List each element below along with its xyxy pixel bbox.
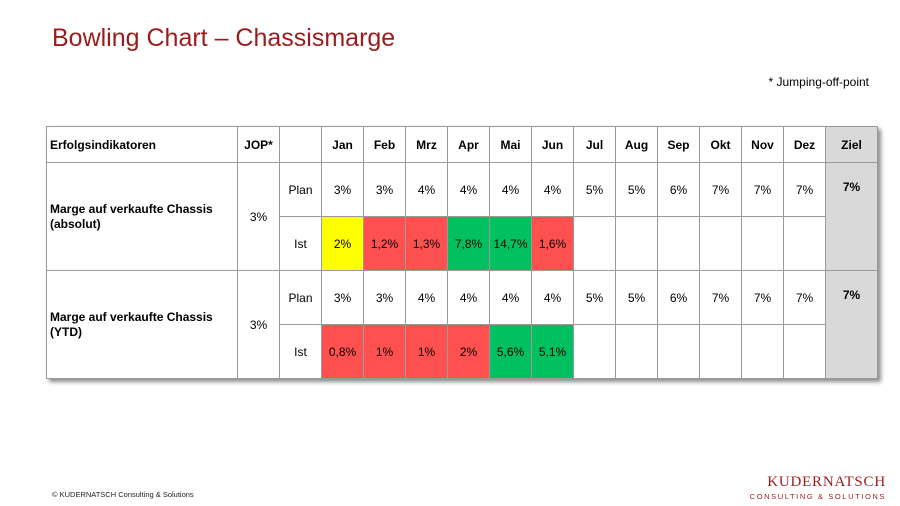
- ist-cell-mai: 14,7%: [489, 216, 532, 271]
- ist-cell-jun: 5,1%: [531, 324, 574, 379]
- indicator-name: Marge auf verkaufte Chassis (absolut): [46, 162, 238, 271]
- plan-cell-apr: 4%: [447, 270, 490, 325]
- header-month-mai: Mai: [489, 126, 532, 163]
- company-logo: KUDERNATSCH CONSULTING & SOLUTIONS: [750, 474, 886, 501]
- plan-cell-jul: 5%: [573, 270, 616, 325]
- table-header-row: Erfolgsindikatoren JOP* Jan Feb Mrz Apr Mai J…: [46, 126, 878, 163]
- page-title: Bowling Chart – Chassismarge: [52, 24, 396, 52]
- plan-cell-nov: 7%: [741, 270, 784, 325]
- header-month-aug: Aug: [615, 126, 658, 163]
- ist-cell-aug: [615, 324, 658, 379]
- goal-value: 7%: [825, 162, 878, 271]
- row-label-ist: Ist: [279, 324, 322, 379]
- plan-cell-okt: 7%: [699, 270, 742, 325]
- plan-cell-dez: 7%: [783, 270, 826, 325]
- plan-cell-okt: 7%: [699, 162, 742, 217]
- plan-cell-feb: 3%: [363, 162, 406, 217]
- row-label-ist: Ist: [279, 216, 322, 271]
- plan-cell-feb: 3%: [363, 270, 406, 325]
- ist-cell-nov: [741, 216, 784, 271]
- plan-cell-jul: 5%: [573, 162, 616, 217]
- ist-cell-jan: 2%: [321, 216, 364, 271]
- ist-cell-mai: 5,6%: [489, 324, 532, 379]
- ist-cell-jun: 1,6%: [531, 216, 574, 271]
- header-month-apr: Apr: [447, 126, 490, 163]
- copyright-footer: © KUDERNATSCH Consulting & Solutions: [52, 490, 194, 499]
- table-row-plan: Marge auf verkaufte Chassis (YTD) 3% Plan 3…: [46, 270, 878, 379]
- bowling-chart-table: Erfolgsindikatoren JOP* Jan Feb Mrz Apr Mai J…: [46, 126, 878, 379]
- plan-cell-sep: 6%: [657, 162, 700, 217]
- ist-cell-jan: 0,8%: [321, 324, 364, 379]
- jop-value: 3%: [237, 162, 280, 271]
- header-row-type: [279, 126, 322, 163]
- plan-cell-aug: 5%: [615, 162, 658, 217]
- table-body: Marge auf verkaufte Chassis (absolut) 3% P…: [46, 162, 878, 379]
- ist-cell-feb: 1%: [363, 324, 406, 379]
- header-month-feb: Feb: [363, 126, 406, 163]
- plan-cell-mrz: 4%: [405, 270, 448, 325]
- plan-cell-apr: 4%: [447, 162, 490, 217]
- jop-value: 3%: [237, 270, 280, 379]
- table-row-ist: Ist 2% 1,2% 1,3% 7,8% 14,7% 1,6%: [47, 216, 878, 271]
- header-month-jan: Jan: [321, 126, 364, 163]
- ist-cell-sep: [657, 324, 700, 379]
- jop-footnote: * Jumping-off-point: [768, 75, 870, 89]
- header-month-mrz: Mrz: [405, 126, 448, 163]
- plan-cell-jun: 4%: [531, 162, 574, 217]
- header-month-nov: Nov: [741, 126, 784, 163]
- plan-cell-jan: 3%: [321, 270, 364, 325]
- ist-cell-okt: [699, 324, 742, 379]
- plan-cell-sep: 6%: [657, 270, 700, 325]
- ist-cell-mrz: 1%: [405, 324, 448, 379]
- ist-cell-nov: [741, 324, 784, 379]
- ist-cell-feb: 1,2%: [363, 216, 406, 271]
- ist-cell-dez: [783, 324, 826, 379]
- indicator-name: Marge auf verkaufte Chassis (YTD): [46, 270, 238, 379]
- logo-tagline: CONSULTING & SOLUTIONS: [749, 492, 886, 501]
- ist-cell-okt: [699, 216, 742, 271]
- bowling-chart-table-wrapper: Erfolgsindikatoren JOP* Jan Feb Mrz Apr Mai J…: [46, 126, 878, 379]
- header-month-sep: Sep: [657, 126, 700, 163]
- row-label-plan: Plan: [279, 162, 322, 217]
- table-row-plan: Marge auf verkaufte Chassis (absolut) 3% P…: [46, 162, 878, 271]
- header-month-okt: Okt: [699, 126, 742, 163]
- header-month-dez: Dez: [783, 126, 826, 163]
- header-jop: JOP*: [237, 126, 280, 163]
- ist-cell-aug: [615, 216, 658, 271]
- plan-cell-mai: 4%: [489, 270, 532, 325]
- plan-cell-jan: 3%: [321, 162, 364, 217]
- row-label-plan: Plan: [279, 270, 322, 325]
- plan-cell-nov: 7%: [741, 162, 784, 217]
- ist-cell-apr: 2%: [447, 324, 490, 379]
- plan-cell-mai: 4%: [489, 162, 532, 217]
- plan-cell-dez: 7%: [783, 162, 826, 217]
- ist-cell-sep: [657, 216, 700, 271]
- plan-cell-mrz: 4%: [405, 162, 448, 217]
- ist-cell-mrz: 1,3%: [405, 216, 448, 271]
- ist-cell-apr: 7,8%: [447, 216, 490, 271]
- ist-cell-dez: [783, 216, 826, 271]
- plan-cell-aug: 5%: [615, 270, 658, 325]
- header-month-jul: Jul: [573, 126, 616, 163]
- header-indicators: Erfolgsindikatoren: [46, 126, 238, 163]
- table-row-ist: Ist 0,8% 1% 1% 2% 5,6% 5,1%: [47, 324, 878, 379]
- header-month-jun: Jun: [531, 126, 574, 163]
- goal-value: 7%: [825, 270, 878, 379]
- logo-wordmark: KUDERNATSCH: [767, 474, 886, 490]
- header-goal: Ziel: [825, 126, 878, 163]
- ist-cell-jul: [573, 324, 616, 379]
- ist-cell-jul: [573, 216, 616, 271]
- plan-cell-jun: 4%: [531, 270, 574, 325]
